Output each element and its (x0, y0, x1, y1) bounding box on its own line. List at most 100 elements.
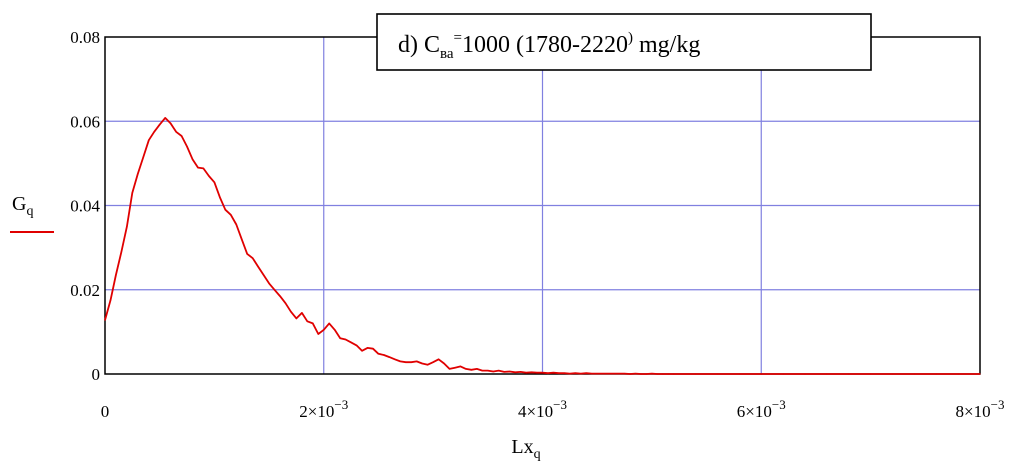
data-point-116 (935, 373, 937, 375)
data-point-22 (224, 209, 226, 211)
data-point-65 (459, 365, 462, 368)
data-point-60 (432, 361, 434, 363)
grid (105, 37, 980, 374)
data-point-16 (191, 158, 194, 160)
data-point-101 (656, 373, 658, 375)
title-main: 1000 (1780-2220 (462, 32, 628, 58)
data-point-111 (826, 373, 828, 375)
data-point-115 (913, 373, 915, 375)
data-point-93 (612, 372, 615, 375)
y-label-subscript: q (26, 204, 33, 219)
data-point-46 (355, 344, 358, 346)
data-point-84 (563, 372, 565, 374)
data-point-113 (870, 373, 872, 375)
y-tick-label-4: 0.08 (70, 28, 100, 47)
data-point-86 (574, 372, 576, 374)
y-tick-label-0: 0 (92, 365, 101, 384)
data-points (104, 117, 981, 375)
data-point-17 (197, 166, 199, 169)
data-point-83 (558, 372, 560, 374)
x-tick-label-0: 0 (101, 402, 110, 421)
data-point-49 (372, 348, 374, 350)
data-point-89 (591, 372, 593, 375)
title-subscript: ва (440, 46, 454, 62)
data-point-1 (109, 299, 112, 301)
data-point-10 (159, 124, 161, 126)
data-point-18 (202, 167, 205, 170)
data-point-4 (126, 225, 128, 228)
data-point-42 (334, 329, 336, 331)
data-point-112 (848, 373, 850, 375)
data-point-103 (667, 373, 669, 375)
x-label-subscript: q (534, 447, 541, 462)
data-point-63 (448, 368, 451, 370)
y-axis-label: Gq (10, 193, 54, 233)
data-point-6 (137, 173, 139, 175)
data-point-57 (416, 360, 418, 362)
x-tick-labels: 0 2×10−3 4×10−3 6×10−3 8×10−3 (101, 397, 1005, 421)
data-point-81 (547, 372, 549, 374)
data-point-36 (301, 312, 303, 314)
x-tick-label-2: 4×10−3 (518, 397, 567, 421)
data-point-50 (377, 353, 380, 355)
data-point-68 (476, 368, 478, 370)
data-point-69 (481, 370, 483, 372)
data-point-72 (498, 370, 500, 372)
data-point-12 (170, 122, 172, 124)
data-point-100 (651, 372, 653, 375)
data-point-32 (279, 295, 281, 297)
data-point-3 (120, 251, 123, 253)
data-point-48 (366, 347, 369, 349)
data-point-75 (514, 371, 516, 373)
data-point-33 (284, 302, 287, 304)
data-point-70 (487, 370, 489, 372)
data-point-74 (509, 370, 511, 373)
data-point-56 (410, 361, 412, 363)
title-superscript-2: ) (628, 30, 633, 46)
data-point-90 (596, 372, 598, 375)
data-point-95 (623, 372, 626, 375)
data-point-25 (241, 238, 243, 240)
data-point-104 (673, 373, 675, 375)
data-point-62 (443, 362, 445, 365)
data-point-34 (290, 311, 292, 313)
data-point-71 (492, 370, 494, 373)
svg-text:d) Cва=1000 (1780-2220) mg/kg: d) Cва=1000 (1780-2220) mg/kg (398, 30, 700, 62)
data-point-118 (979, 373, 981, 375)
y-tick-label-3: 0.06 (70, 112, 100, 131)
data-point-8 (148, 139, 150, 141)
data-point-66 (465, 368, 467, 370)
title-superscript: = (454, 30, 462, 46)
data-point-58 (421, 362, 423, 365)
data-point-39 (317, 333, 319, 335)
svg-text:Gq: Gq (12, 193, 33, 219)
data-point-79 (536, 372, 538, 374)
data-point-105 (695, 373, 697, 375)
y-tick-labels: 0 0.02 0.04 0.06 0.08 (70, 28, 100, 384)
data-point-20 (213, 181, 215, 183)
title-box (376, 13, 872, 71)
data-point-19 (208, 175, 210, 177)
x-tick-label-1: 2×10−3 (299, 397, 348, 421)
data-point-13 (175, 131, 177, 133)
data-point-53 (394, 358, 396, 360)
data-point-28 (257, 265, 259, 268)
data-point-102 (662, 373, 664, 375)
data-point-99 (645, 373, 648, 375)
data-point-108 (760, 373, 762, 375)
data-point-52 (388, 356, 390, 358)
data-point-0 (104, 319, 106, 321)
chart-title: d) Cва=1000 (1780-2220) mg/kg (376, 13, 872, 71)
data-point-91 (602, 372, 604, 375)
x-axis-label: Lxq (511, 436, 540, 462)
data-point-2 (115, 274, 117, 276)
data-point-51 (383, 354, 385, 356)
data-point-61 (437, 358, 440, 360)
y-label-base: G (12, 193, 26, 215)
data-point-37 (306, 320, 308, 322)
data-point-114 (891, 373, 894, 375)
data-point-41 (328, 322, 330, 325)
data-point-11 (164, 117, 166, 119)
data-point-31 (273, 289, 276, 291)
data-point-43 (339, 337, 341, 339)
